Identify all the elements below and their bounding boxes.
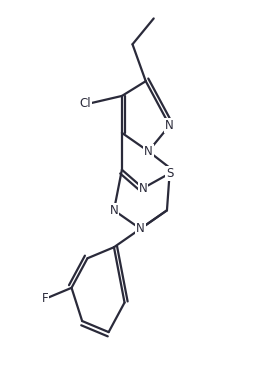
Text: S: S: [166, 167, 173, 180]
Text: N: N: [144, 145, 153, 158]
Text: N: N: [165, 119, 174, 132]
Text: F: F: [42, 292, 48, 306]
Text: N: N: [139, 182, 148, 195]
Text: Cl: Cl: [79, 97, 91, 110]
Text: N: N: [136, 222, 145, 235]
Text: N: N: [109, 204, 118, 217]
